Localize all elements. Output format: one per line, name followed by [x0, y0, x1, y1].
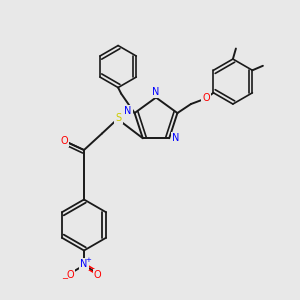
Text: O: O — [61, 136, 68, 146]
Text: S: S — [116, 113, 122, 124]
Text: +: + — [85, 257, 91, 263]
Text: N: N — [152, 87, 160, 97]
Text: −: − — [61, 274, 68, 284]
Text: O: O — [67, 269, 74, 280]
Text: O: O — [94, 269, 101, 280]
Text: O: O — [202, 93, 210, 103]
Text: N: N — [80, 259, 88, 269]
Text: N: N — [124, 106, 132, 116]
Text: N: N — [172, 133, 179, 143]
